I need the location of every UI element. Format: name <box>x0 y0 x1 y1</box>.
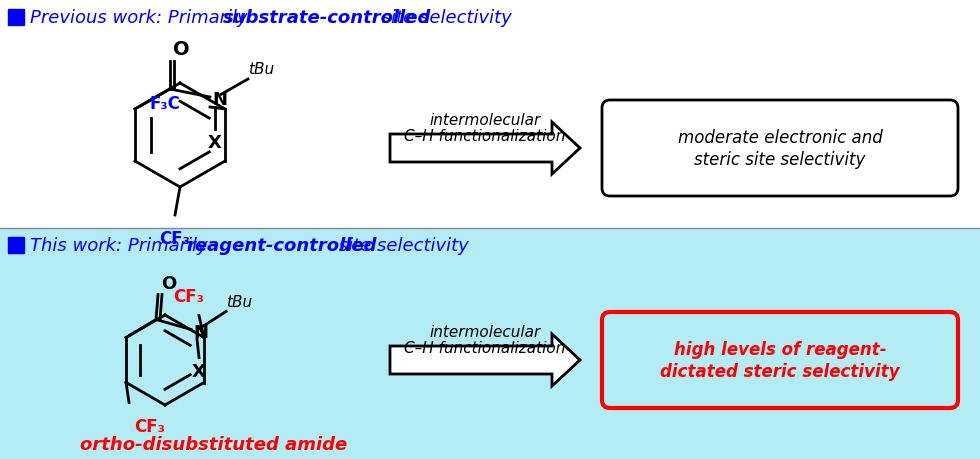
Text: intermolecular: intermolecular <box>429 112 541 128</box>
Text: Previous work: Primarily: Previous work: Primarily <box>30 9 254 27</box>
Text: C–H functionalization: C–H functionalization <box>405 129 565 144</box>
Text: reagent-controlled: reagent-controlled <box>186 237 376 255</box>
FancyBboxPatch shape <box>602 100 958 196</box>
Text: O: O <box>172 40 189 59</box>
FancyBboxPatch shape <box>0 0 980 228</box>
Text: site selectivity: site selectivity <box>376 9 512 27</box>
Text: intermolecular: intermolecular <box>429 325 541 340</box>
FancyArrow shape <box>390 122 580 174</box>
Bar <box>8 237 24 253</box>
FancyBboxPatch shape <box>602 312 958 408</box>
Text: X: X <box>208 134 221 152</box>
Text: N: N <box>193 324 208 341</box>
Text: tBu: tBu <box>226 295 252 309</box>
Bar <box>8 9 24 25</box>
Text: substrate-controlled: substrate-controlled <box>223 9 431 27</box>
FancyBboxPatch shape <box>0 228 980 459</box>
Text: CF₃: CF₃ <box>134 418 165 436</box>
Text: ortho-disubstituted amide: ortho-disubstituted amide <box>80 436 347 454</box>
Text: dictated steric selectivity: dictated steric selectivity <box>661 363 900 381</box>
Text: O: O <box>161 274 176 292</box>
Text: This work: Primarily: This work: Primarily <box>30 237 214 255</box>
Text: C–H functionalization: C–H functionalization <box>405 341 565 356</box>
Text: high levels of reagent-: high levels of reagent- <box>673 341 886 359</box>
Text: CF₃: CF₃ <box>173 287 205 306</box>
Text: N: N <box>212 91 227 109</box>
FancyArrow shape <box>390 334 580 386</box>
Text: site selectivity: site selectivity <box>333 237 468 255</box>
Text: moderate electronic and: moderate electronic and <box>677 129 882 147</box>
Text: tBu: tBu <box>248 62 274 77</box>
Text: X: X <box>192 363 206 381</box>
Text: CF₃: CF₃ <box>160 230 190 248</box>
Text: steric site selectivity: steric site selectivity <box>694 151 865 169</box>
Text: F₃C: F₃C <box>149 95 180 113</box>
